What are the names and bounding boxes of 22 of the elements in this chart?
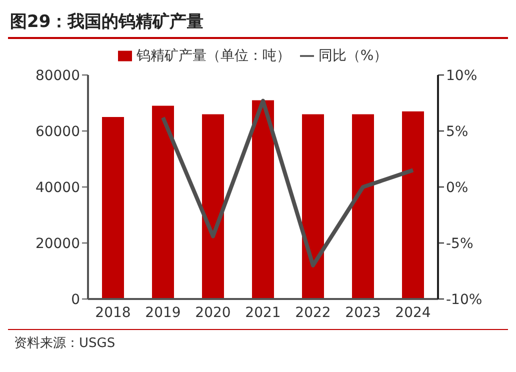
- y2-tick-label: -10%: [446, 292, 482, 308]
- x-tick-label: 2022: [295, 304, 331, 321]
- y2-tick-label: -5%: [446, 236, 474, 252]
- y-tick-label: 0: [71, 292, 80, 308]
- y-tick-label: 40000: [35, 180, 80, 196]
- x-tick-label: 2018: [95, 304, 131, 321]
- y2-tick-label: 10%: [446, 68, 478, 84]
- legend-label: 同比（%）: [318, 48, 388, 64]
- x-tick-label: 2023: [345, 304, 381, 321]
- x-tick-label: 2019: [145, 304, 181, 321]
- y-tick-label: 20000: [35, 236, 80, 252]
- y-tick-label: 60000: [35, 124, 80, 140]
- x-tick-label: 2024: [395, 304, 431, 321]
- text: 资料来源：USGS: [14, 335, 116, 352]
- y2-tick-label: 5%: [446, 124, 468, 140]
- chart-title: 图29：我国的钨精矿产量: [8, 8, 508, 39]
- y-tick-label: 80000: [35, 68, 80, 84]
- y2-tick-label: 0%: [446, 180, 468, 196]
- line-series: [161, 98, 415, 268]
- x-tick-label: 2021: [245, 304, 281, 321]
- x-tick-label: 2020: [195, 304, 231, 321]
- legend-label: 钨精矿产量（单位：吨）: [136, 48, 290, 64]
